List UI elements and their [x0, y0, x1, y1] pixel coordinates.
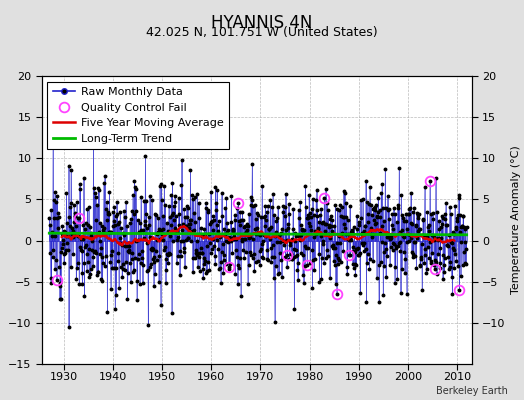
Text: HYANNIS 4N: HYANNIS 4N: [211, 14, 313, 32]
Y-axis label: Temperature Anomaly (°C): Temperature Anomaly (°C): [511, 146, 521, 294]
Text: Berkeley Earth: Berkeley Earth: [436, 386, 508, 396]
Text: 42.025 N, 101.751 W (United States): 42.025 N, 101.751 W (United States): [146, 26, 378, 39]
Legend: Raw Monthly Data, Quality Control Fail, Five Year Moving Average, Long-Term Tren: Raw Monthly Data, Quality Control Fail, …: [48, 82, 229, 149]
